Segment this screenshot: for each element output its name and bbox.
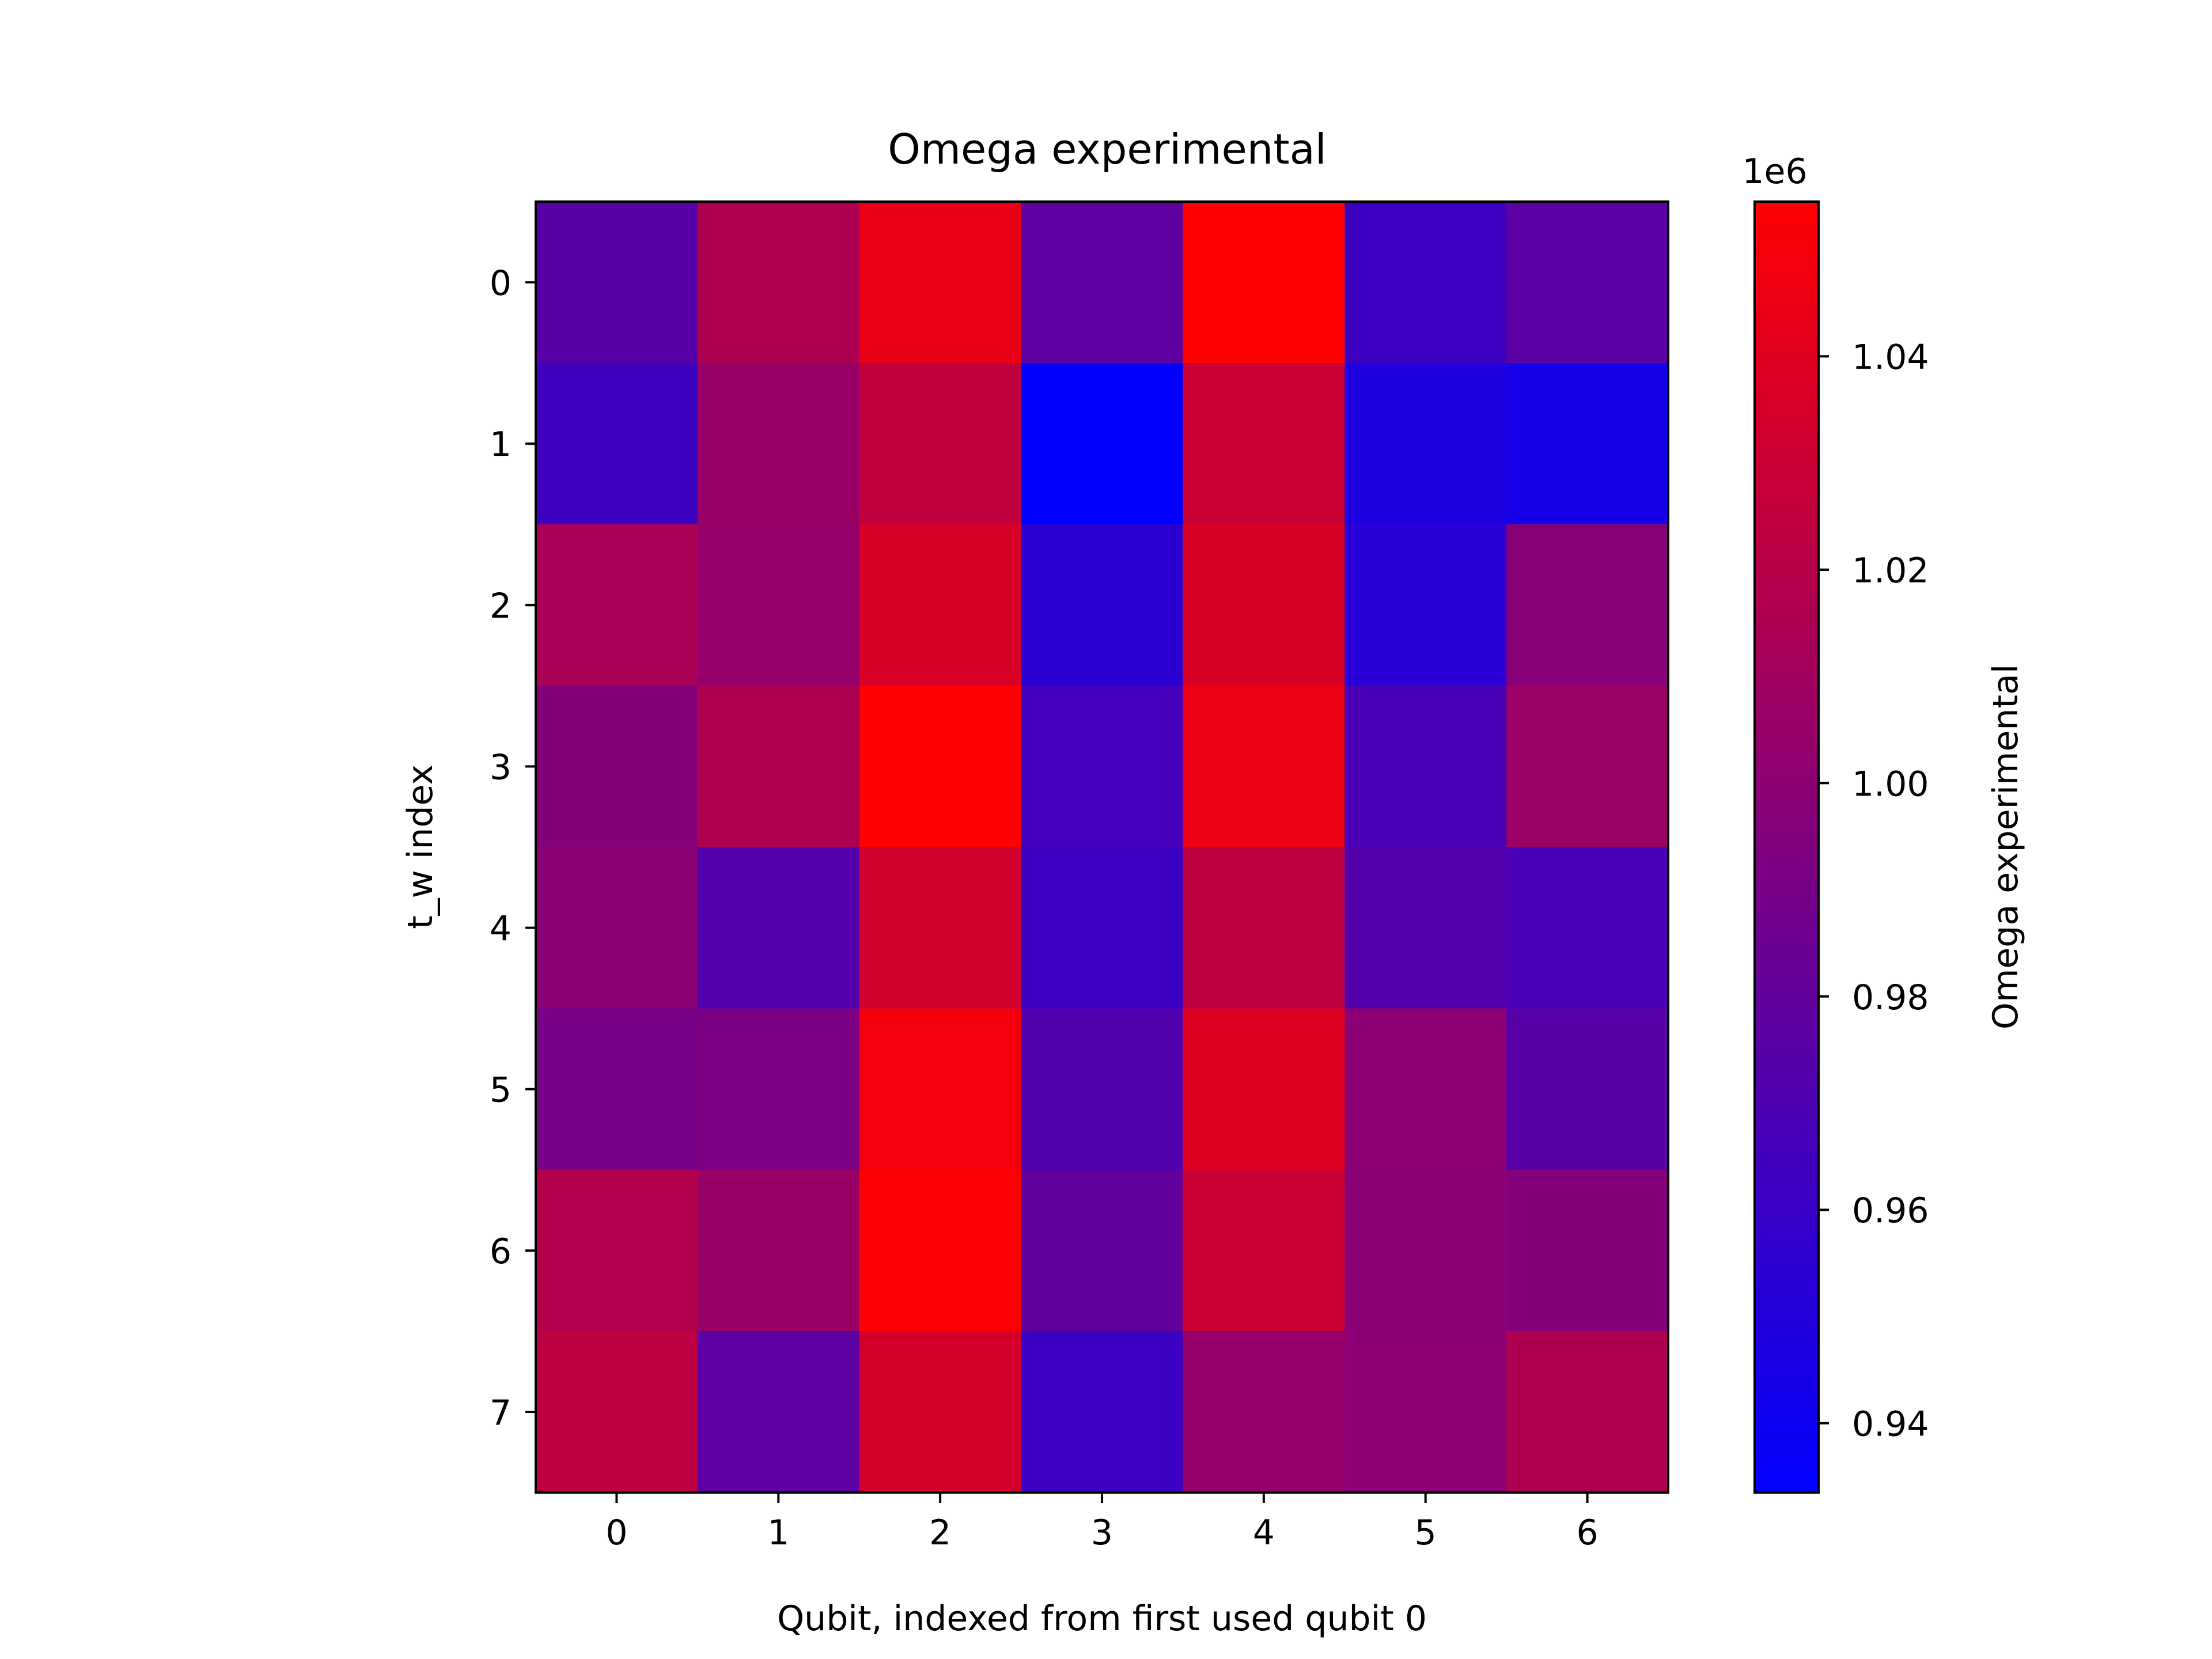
heatmap-cell-r6-c0: [536, 1169, 698, 1332]
heatmap-cell-r2-c1: [697, 524, 860, 686]
heatmap-cell-r0-c5: [1344, 202, 1507, 363]
heatmap-cell-r0-c6: [1506, 202, 1669, 363]
x-axis-label: Qubit, indexed from first used qubit 0: [777, 1599, 1427, 1639]
colorbar-tick-label: 1.02: [1852, 551, 1929, 591]
heatmap-cell-r3-c5: [1344, 685, 1507, 848]
heatmap-cell-r5-c3: [1021, 1008, 1184, 1171]
heatmap-cell-r6-c6: [1506, 1169, 1669, 1332]
x-tick-label: 6: [1576, 1513, 1598, 1553]
y-tick-label: 3: [490, 747, 512, 787]
heatmap-cell-r1-c1: [697, 363, 860, 525]
heatmap-cell-r4-c5: [1344, 847, 1507, 1009]
chart-title: Omega experimental: [888, 125, 1326, 173]
heatmap-cell-r2-c6: [1506, 524, 1669, 686]
heatmap-cell-r2-c4: [1183, 524, 1345, 686]
x-tick-label: 0: [605, 1513, 627, 1553]
heatmap-cell-r5-c5: [1344, 1008, 1507, 1171]
heatmap-cell-r3-c0: [536, 685, 698, 848]
y-axis-label: t_w index: [400, 764, 441, 929]
heatmap-cell-r7-c0: [536, 1331, 698, 1493]
heatmap-cell-r4-c0: [536, 847, 698, 1009]
heatmap-cell-r3-c2: [859, 685, 1022, 848]
y-tick-label: 6: [490, 1232, 512, 1272]
heatmap-cell-r2-c5: [1344, 524, 1507, 686]
heatmap-cell-r6-c5: [1344, 1169, 1507, 1332]
x-tick-label: 1: [767, 1513, 789, 1553]
colorbar-tick-label: 0.96: [1852, 1191, 1929, 1231]
heatmap-cell-r5-c4: [1183, 1008, 1345, 1171]
heatmap-cell-r7-c6: [1506, 1331, 1669, 1493]
y-tick-label: 5: [490, 1070, 512, 1111]
heatmap-cell-r1-c2: [859, 363, 1022, 525]
y-tick-label: 4: [490, 909, 512, 949]
colorbar-tick-label: 1.00: [1852, 764, 1929, 804]
heatmap-cells: [536, 202, 1669, 1493]
x-tick-label: 4: [1253, 1513, 1275, 1553]
heatmap-cell-r6-c1: [697, 1169, 860, 1332]
colorbar-tick-label: 0.98: [1852, 978, 1929, 1018]
heatmap-cell-r3-c3: [1021, 685, 1184, 848]
heatmap-cell-r1-c3: [1021, 363, 1184, 525]
y-tick-label: 2: [490, 586, 512, 626]
heatmap-cell-r0-c4: [1183, 202, 1345, 363]
heatmap-cell-r5-c0: [536, 1008, 698, 1171]
x-tick-label: 5: [1415, 1513, 1437, 1553]
colorbar: [1753, 200, 1820, 1494]
colorbar-tick-label: 0.94: [1852, 1404, 1929, 1445]
heatmap-cell-r0-c3: [1021, 202, 1184, 363]
heatmap-cell-r1-c4: [1183, 363, 1345, 525]
heatmap-cell-r3-c4: [1183, 685, 1345, 848]
y-tick-label: 1: [490, 425, 512, 465]
heatmap-cell-r3-c1: [697, 685, 860, 848]
heatmap-cell-r3-c6: [1506, 685, 1669, 848]
heatmap-cell-r5-c1: [697, 1008, 860, 1171]
x-tick-label: 2: [929, 1513, 951, 1553]
heatmap-cell-r7-c2: [859, 1331, 1022, 1493]
heatmap-cell-r5-c2: [859, 1008, 1022, 1171]
heatmap-cell-r5-c6: [1506, 1008, 1669, 1171]
heatmap-cell-r4-c1: [697, 847, 860, 1009]
heatmap-cell-r0-c1: [697, 202, 860, 363]
heatmap-cell-r7-c3: [1021, 1331, 1184, 1493]
heatmap-cell-r0-c0: [536, 202, 698, 363]
heatmap-cell-r2-c0: [536, 524, 698, 686]
x-tick-label: 3: [1091, 1513, 1113, 1553]
colorbar-axis: 0.94 0.96 0.98 1.00 1.02 1.04: [1819, 338, 1929, 1445]
heatmap-cell-r4-c6: [1506, 847, 1669, 1009]
x-axis: 0 1 2 3 4 5 6: [605, 1493, 1599, 1553]
y-tick-label: 7: [490, 1393, 512, 1433]
heatmap-cell-r1-c5: [1344, 363, 1507, 525]
heatmap-cell-r7-c1: [697, 1331, 860, 1493]
y-tick-label: 0: [490, 263, 512, 304]
heatmap-cell-r2-c2: [859, 524, 1022, 686]
heatmap-cell-r6-c2: [859, 1169, 1022, 1332]
heatmap-cell-r4-c2: [859, 847, 1022, 1009]
heatmap-cell-r4-c4: [1183, 847, 1345, 1009]
heatmap-cell-r2-c3: [1021, 524, 1184, 686]
heatmap-cell-r6-c3: [1021, 1169, 1184, 1332]
colorbar-tick-label: 1.04: [1852, 338, 1929, 378]
heatmap-cell-r6-c4: [1183, 1169, 1345, 1332]
heatmap-cell-r0-c2: [859, 202, 1022, 363]
y-axis: 0 1 2 3 4 5 6 7: [490, 263, 536, 1433]
heatmap-cell-r7-c5: [1344, 1331, 1507, 1493]
heatmap-cell-r7-c4: [1183, 1331, 1345, 1493]
heatmap-cell-r4-c3: [1021, 847, 1184, 1009]
colorbar-label: Omega experimental: [1986, 664, 2026, 1030]
colorbar-offset-text: 1e6: [1742, 151, 1807, 192]
heatmap-cell-r1-c6: [1506, 363, 1669, 525]
heatmap-cell-r1-c0: [536, 363, 698, 525]
